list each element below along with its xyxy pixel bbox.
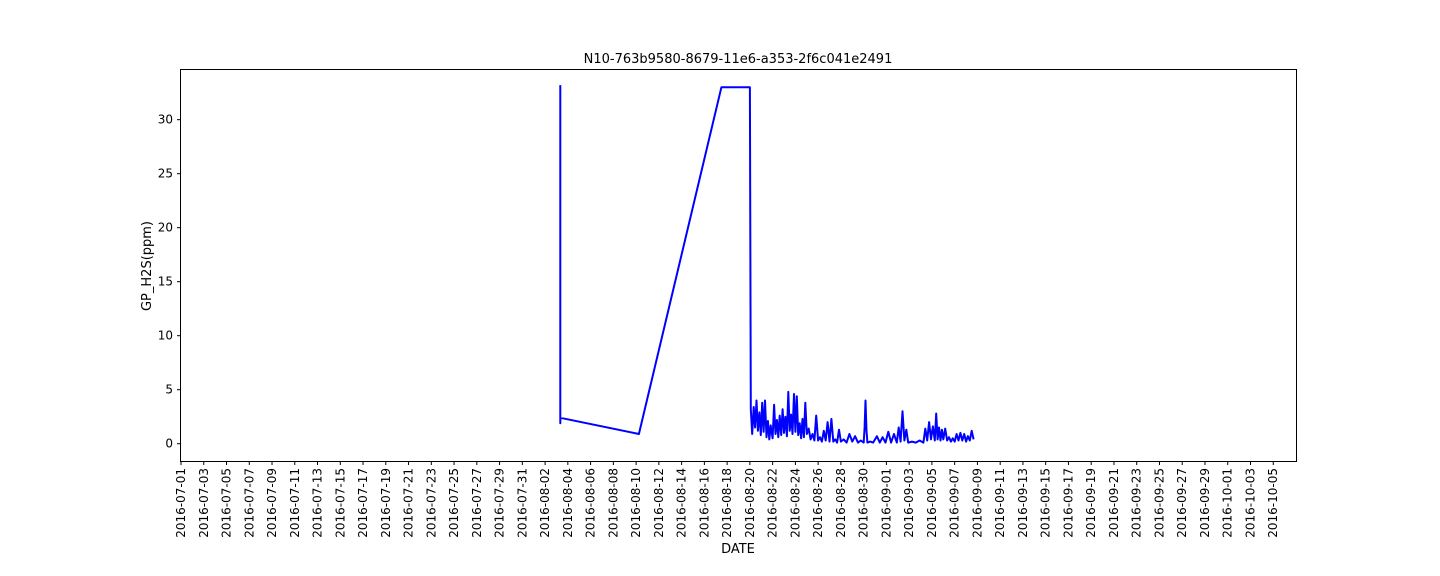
x-tick-label: 2016-08-10 <box>629 468 643 538</box>
x-tick-label: 2016-08-22 <box>766 468 780 538</box>
x-tick-label: 2016-08-26 <box>811 468 825 538</box>
x-tick-label: 2016-09-07 <box>948 468 962 538</box>
plot-frame <box>180 69 1297 462</box>
chart-title: N10-763b9580-8679-11e6-a353-2f6c041e2491 <box>584 52 893 67</box>
y-tick-label: 10 <box>158 329 173 343</box>
x-tick-label: 2016-09-15 <box>1039 468 1053 538</box>
x-tick-label: 2016-07-15 <box>333 468 347 538</box>
x-tick-label: 2016-08-02 <box>538 468 552 538</box>
x-tick-label: 2016-08-12 <box>652 468 666 538</box>
x-tick-label: 2016-09-05 <box>925 468 939 538</box>
x-tick-label: 2016-09-13 <box>1016 468 1030 538</box>
y-tick-label: 0 <box>165 437 173 451</box>
x-tick-label: 2016-10-05 <box>1266 468 1280 538</box>
x-tick-label: 2016-09-17 <box>1061 468 1075 538</box>
x-tick-label: 2016-07-09 <box>265 468 279 538</box>
x-tick-label: 2016-09-25 <box>1152 468 1166 538</box>
x-tick-label: 2016-08-04 <box>561 468 575 538</box>
x-tick-label: 2016-08-08 <box>606 468 620 538</box>
x-tick-label: 2016-08-16 <box>697 468 711 538</box>
x-tick-label: 2016-09-11 <box>993 468 1007 538</box>
series-line-0 <box>559 85 975 444</box>
x-tick-label: 2016-09-27 <box>1175 468 1189 538</box>
x-tick-label: 2016-07-29 <box>493 468 507 538</box>
y-tick-label: 5 <box>165 383 173 397</box>
x-tick-label: 2016-07-19 <box>379 468 393 538</box>
x-tick-label: 2016-09-03 <box>902 468 916 538</box>
x-axis-ticks: 2016-07-01 2016-07-03 2016-07-05 2016-07-07… <box>174 461 1280 538</box>
y-axis-ticks: 0 5 10 15 20 25 30 <box>158 113 181 451</box>
x-tick-label: 2016-08-20 <box>743 468 757 538</box>
x-tick-label: 2016-09-29 <box>1198 468 1212 538</box>
x-tick-label: 2016-09-01 <box>879 468 893 538</box>
x-tick-label: 2016-07-07 <box>242 468 256 538</box>
x-tick-label: 2016-08-30 <box>857 468 871 538</box>
y-tick-label: 20 <box>158 221 173 235</box>
x-tick-label: 2016-07-03 <box>197 468 211 538</box>
x-tick-label: 2016-07-31 <box>515 468 529 538</box>
x-tick-label: 2016-09-09 <box>970 468 984 538</box>
x-tick-label: 2016-08-18 <box>720 468 734 538</box>
series-layer <box>559 85 975 444</box>
y-tick-label: 15 <box>158 275 173 289</box>
y-tick-label: 25 <box>158 167 173 181</box>
x-tick-label: 2016-10-03 <box>1243 468 1257 538</box>
x-tick-label: 2016-08-28 <box>834 468 848 538</box>
x-tick-label: 2016-07-05 <box>220 468 234 538</box>
x-tick-label: 2016-07-11 <box>288 468 302 538</box>
x-tick-label: 2016-09-21 <box>1107 468 1121 538</box>
x-tick-label: 2016-07-27 <box>470 468 484 538</box>
x-tick-label: 2016-08-06 <box>584 468 598 538</box>
x-tick-label: 2016-09-23 <box>1130 468 1144 538</box>
x-tick-label: 2016-10-01 <box>1221 468 1235 538</box>
x-axis-label: DATE <box>721 542 755 557</box>
x-tick-label: 2016-07-21 <box>402 468 416 538</box>
y-tick-label: 30 <box>158 113 173 127</box>
x-tick-label: 2016-08-24 <box>788 468 802 538</box>
y-axis-label: GP_H2S(ppm) <box>140 221 155 311</box>
x-tick-label: 2016-07-13 <box>311 468 325 538</box>
x-tick-label: 2016-08-14 <box>675 468 689 538</box>
x-tick-label: 2016-07-01 <box>174 468 188 538</box>
x-tick-label: 2016-07-25 <box>447 468 461 538</box>
x-tick-label: 2016-07-23 <box>424 468 438 538</box>
x-tick-label: 2016-09-19 <box>1084 468 1098 538</box>
x-tick-label: 2016-07-17 <box>356 468 370 538</box>
